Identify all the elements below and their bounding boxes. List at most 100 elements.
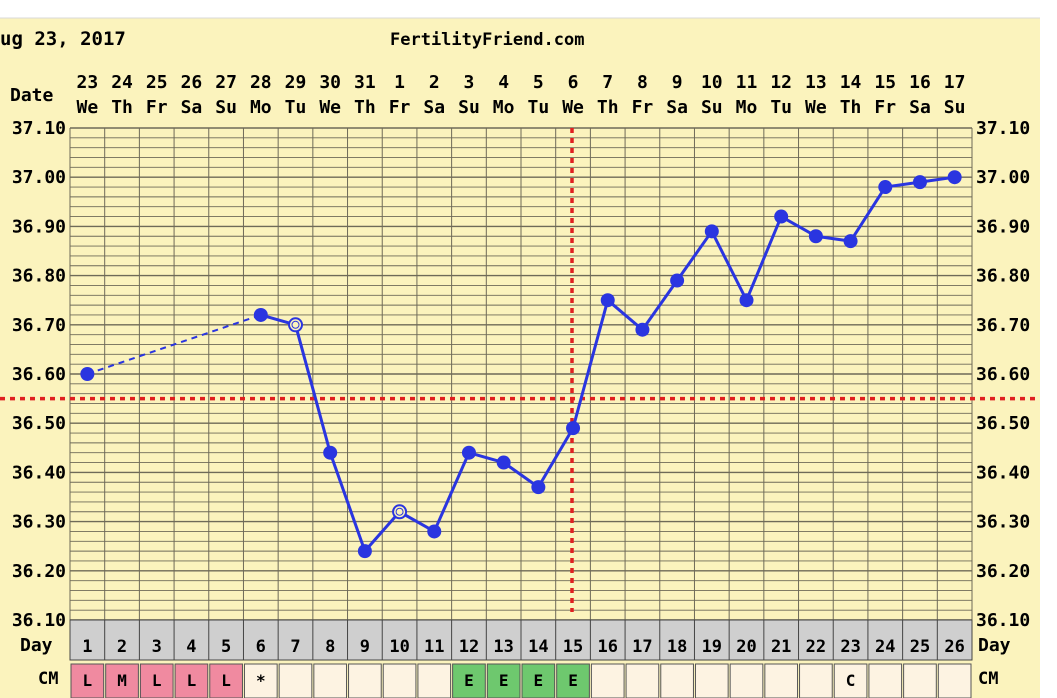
day-row-label: Day xyxy=(20,635,53,656)
y-tick-left: 36.60 xyxy=(12,364,66,385)
cm-value: L xyxy=(221,671,231,690)
cycle-day-label: 26 xyxy=(944,637,964,657)
weekday-label: Sa xyxy=(666,97,688,118)
cm-cell xyxy=(833,663,868,698)
cycle-day-label: 19 xyxy=(702,637,722,657)
date-label: 6 xyxy=(568,72,579,93)
temperature-segment xyxy=(849,186,887,242)
weekday-label: Tu xyxy=(528,97,550,118)
cm-cell xyxy=(70,663,105,698)
temperature-segment xyxy=(745,215,783,301)
temperature-point xyxy=(808,229,823,244)
date-label: 17 xyxy=(944,72,966,93)
y-tick-right: 36.40 xyxy=(976,462,1030,483)
temperature-point xyxy=(531,480,546,495)
cycle-day-label: 25 xyxy=(910,637,930,657)
temperature-segment xyxy=(641,279,679,331)
y-tick-right: 36.90 xyxy=(976,216,1030,237)
cm-cell xyxy=(521,663,556,698)
temperature-segment xyxy=(432,452,471,533)
cm-value: E xyxy=(499,671,509,690)
weekday-label: Sa xyxy=(181,97,203,118)
cycle-day-label: 11 xyxy=(424,637,444,657)
temperature-series xyxy=(80,170,962,559)
weekday-label: Th xyxy=(111,97,133,118)
cycle-day-label: 5 xyxy=(221,637,231,657)
temperature-point xyxy=(323,445,338,460)
temperature-segment xyxy=(294,324,332,454)
y-tick-left: 36.10 xyxy=(12,610,66,631)
temperature-point xyxy=(253,307,268,322)
temperature-point xyxy=(427,524,442,539)
y-tick-left: 36.30 xyxy=(12,512,66,533)
date-label: 31 xyxy=(354,72,376,93)
site-link[interactable]: FertilityFriend.com xyxy=(390,30,584,50)
temperature-point xyxy=(670,273,685,288)
y-tick-left: 36.90 xyxy=(12,216,66,237)
date-label: 27 xyxy=(215,72,237,93)
temperature-segment xyxy=(675,230,714,282)
date-label: 28 xyxy=(250,72,272,93)
cycle-day-label: 8 xyxy=(325,637,335,657)
cm-value: L xyxy=(152,671,162,690)
y-tick-left: 36.40 xyxy=(12,462,66,483)
weekday-label: We xyxy=(319,97,341,118)
y-tick-right: 37.10 xyxy=(976,118,1030,139)
cycle-day-label: 1 xyxy=(82,637,92,657)
date-label: 3 xyxy=(464,72,475,93)
cm-cell xyxy=(625,663,660,698)
y-tick-right: 36.10 xyxy=(976,610,1030,631)
cm-cell xyxy=(868,663,903,698)
weekday-label: We xyxy=(77,97,99,118)
date-label: 30 xyxy=(319,72,341,93)
date-label: 12 xyxy=(770,72,792,93)
temperature-point xyxy=(912,175,927,190)
cm-cell xyxy=(764,663,799,698)
cycle-day-label: 10 xyxy=(389,637,409,657)
cm-cell xyxy=(729,663,764,698)
day-row-label-right: Day xyxy=(978,635,1011,656)
y-tick-right: 37.00 xyxy=(976,167,1030,188)
date-label: 5 xyxy=(533,72,544,93)
cm-cell xyxy=(556,663,590,698)
y-tick-right: 36.20 xyxy=(976,561,1030,582)
temperature-point xyxy=(357,544,372,559)
temperature-point xyxy=(566,421,581,436)
temperature-point xyxy=(843,234,858,249)
weekday-label: Fr xyxy=(389,97,411,118)
cm-cell xyxy=(348,663,382,698)
y-tick-left: 36.50 xyxy=(12,413,66,434)
cycle-day-label: 15 xyxy=(563,637,583,657)
weekday-label: Su xyxy=(458,97,480,118)
date-label: 24 xyxy=(111,72,133,93)
date-label: 10 xyxy=(701,72,723,93)
weekday-label: Su xyxy=(701,97,723,118)
temperature-segment xyxy=(571,299,610,429)
cm-value: L xyxy=(187,671,197,690)
chart-date-header: ug 23, 2017 xyxy=(0,28,126,50)
cm-cell xyxy=(209,663,243,698)
cycle-day-label: 17 xyxy=(632,637,652,657)
temperature-point-open-inner xyxy=(291,320,300,329)
cm-cell xyxy=(382,663,417,698)
weekday-label: Su xyxy=(944,97,966,118)
cm-cell xyxy=(799,663,833,698)
date-label: 1 xyxy=(394,72,405,93)
cycle-day-label: 7 xyxy=(290,637,300,657)
cycle-day-label: 20 xyxy=(736,637,756,657)
cm-cell xyxy=(139,663,174,698)
temperature-segment xyxy=(363,510,401,553)
cm-cell xyxy=(937,663,972,698)
weekday-label: We xyxy=(562,97,584,118)
cycle-day-label: 6 xyxy=(256,637,266,657)
y-tick-right: 36.80 xyxy=(976,266,1030,287)
date-label: 23 xyxy=(77,72,99,93)
date-label: 16 xyxy=(909,72,931,93)
temperature-point-open-inner xyxy=(395,507,404,516)
date-label: 4 xyxy=(498,72,509,93)
chart-background xyxy=(0,18,1040,698)
cm-cell xyxy=(903,663,937,698)
cycle-day-label: 22 xyxy=(806,637,826,657)
y-tick-left: 37.10 xyxy=(12,118,66,139)
